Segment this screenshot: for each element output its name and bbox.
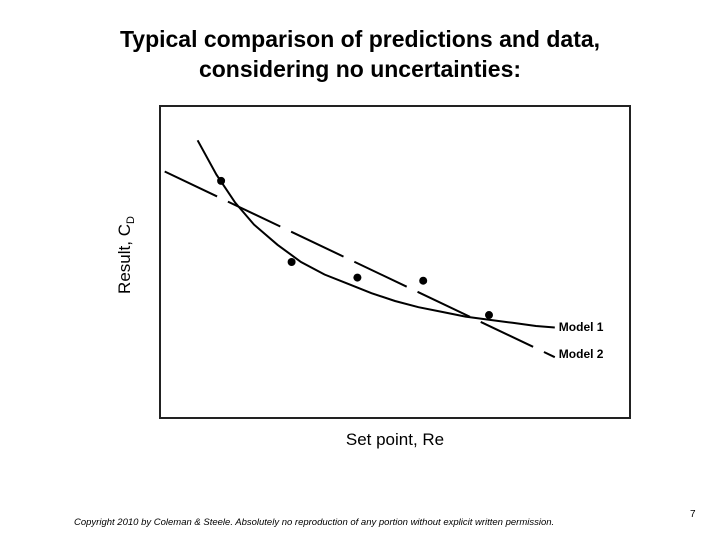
model-2-label: Model 2 — [558, 347, 604, 362]
slide-number: 7 — [690, 509, 696, 520]
data-point — [217, 176, 226, 185]
slide-title: Typical comparison of predictions and da… — [60, 24, 660, 84]
data-point — [485, 311, 493, 320]
title-line-2: considering no uncertainties: — [198, 56, 522, 82]
data-point — [353, 273, 362, 282]
model-1-label: Model 1 — [558, 319, 604, 334]
y-axis-label-main: Result, C — [114, 224, 134, 294]
data-point — [287, 258, 296, 266]
y-axis-label: Result, CD — [115, 216, 137, 294]
model-2-line — [164, 170, 556, 359]
y-axis-label-subscript: D — [125, 216, 138, 225]
plot-frame — [159, 105, 631, 419]
copyright-notice: Copyright 2010 by Coleman & Steele. Abso… — [74, 517, 555, 528]
x-axis-label: Set point, Re — [345, 430, 445, 449]
model-1-curve — [196, 139, 555, 329]
data-point — [419, 276, 428, 285]
title-line-1: Typical comparison of predictions and da… — [119, 26, 601, 52]
